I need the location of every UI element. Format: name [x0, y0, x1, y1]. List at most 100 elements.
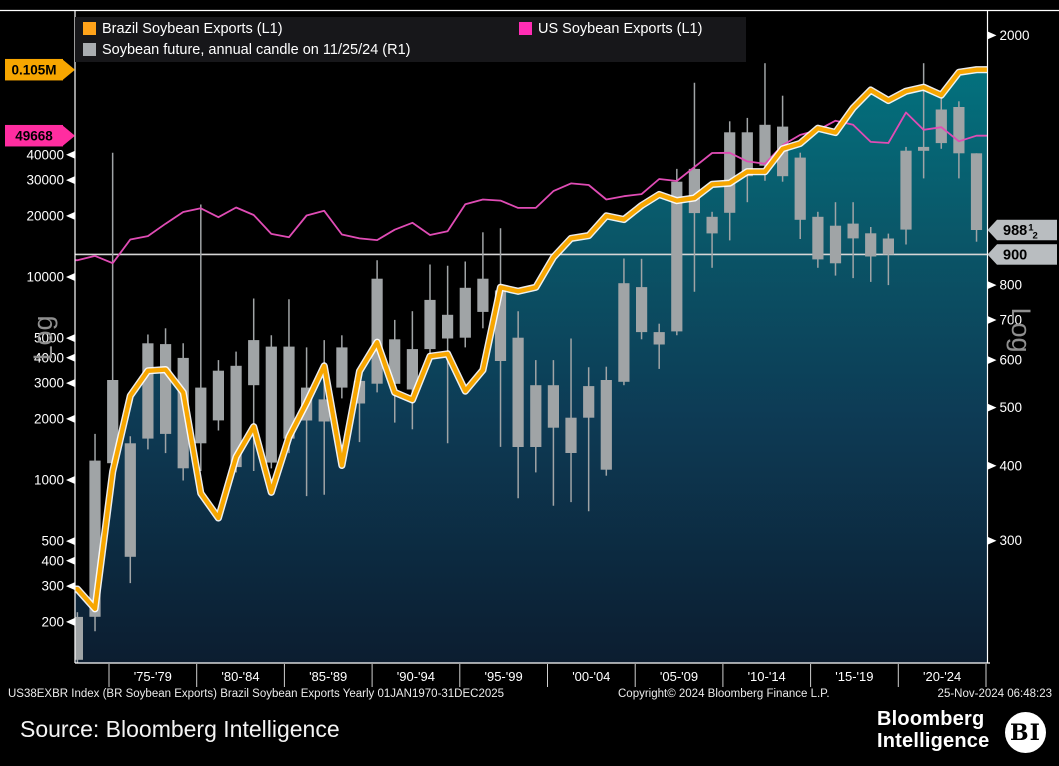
candle-body: [600, 380, 612, 470]
left-tick-icon: [66, 556, 75, 565]
candle-body: [653, 332, 665, 345]
candle-body: [565, 417, 577, 453]
brazil-last-badge-tip: [62, 58, 75, 81]
left-axis-tick-label: 2000: [34, 411, 64, 426]
candle-body: [847, 223, 859, 239]
right-axis-tick-label: 300: [1000, 533, 1023, 548]
left-axis-tick-label: 40000: [26, 147, 64, 162]
right-tick-icon: [987, 31, 997, 40]
us-exports-line: [75, 111, 988, 265]
candle-body: [706, 216, 718, 234]
future-swatch-icon: [83, 43, 96, 56]
brazil-last-badge-label: 0.105M: [11, 63, 56, 78]
left-axis-tick-label: 500: [41, 534, 64, 549]
candle-body: [160, 344, 172, 434]
chart-legend: Brazil Soybean Exports (L1) US Soybean E…: [75, 17, 746, 62]
future-close-badge-tip: [987, 219, 997, 241]
left-axis-tick-label: 30000: [26, 173, 64, 188]
candle-body: [318, 399, 330, 422]
left-axis-tick-label: 20000: [26, 208, 64, 223]
legend-label-us: US Soybean Exports (L1): [538, 21, 703, 37]
legend-item-brazil[interactable]: Brazil Soybean Exports (L1): [83, 21, 283, 37]
left-axis-tick-label: 4000: [34, 350, 64, 365]
copyright-text: Copyright© 2024 Bloomberg Finance L.P.: [618, 688, 830, 700]
legend-item-us[interactable]: US Soybean Exports (L1): [519, 21, 702, 37]
right-axis-tick-label: 400: [1000, 458, 1023, 473]
left-axis-tick-label: 400: [41, 553, 64, 568]
timestamp: 25-Nov-2024 06:48:23: [937, 688, 1052, 700]
candle-body: [583, 386, 595, 418]
right-axis-tick-label: 800: [1000, 278, 1023, 293]
candle-body: [424, 299, 436, 350]
left-tick-icon: [66, 414, 75, 423]
candle-body: [89, 460, 101, 617]
left-axis-tick-label: 200: [41, 614, 64, 629]
candle-body: [353, 380, 366, 404]
brazil-swatch-icon: [83, 22, 96, 35]
right-axis-tick-label: 700: [1000, 312, 1023, 327]
candle-body: [829, 225, 842, 264]
candle-body: [636, 287, 648, 333]
future-close-badge: [997, 219, 1057, 241]
candle-body: [406, 349, 418, 390]
candle-body: [195, 387, 207, 444]
source-caption: Source: Bloomberg Intelligence: [20, 716, 340, 742]
candle-body: [477, 278, 489, 312]
ref-line-badge-label: 900: [1003, 247, 1027, 263]
ref-line-badge-tip: [987, 244, 997, 265]
us-last-badge-tip: [62, 124, 75, 147]
candle-body: [953, 107, 965, 154]
x-axis-bucket-label: '85-'89: [309, 669, 347, 684]
candle-body: [865, 233, 877, 257]
left-tick-icon: [66, 211, 75, 220]
candle-body: [618, 283, 630, 382]
us-last-badge-label: 49668: [15, 129, 53, 144]
right-tick-icon: [987, 403, 997, 412]
instrument-descriptor: US38EXBR Index (BR Soybean Exports) Braz…: [8, 688, 505, 700]
x-axis-bucket-label: '90-'94: [397, 669, 435, 684]
candle-body: [494, 290, 507, 361]
right-tick-icon: [987, 356, 997, 365]
candle-body: [794, 157, 806, 220]
left-tick-icon: [66, 582, 75, 591]
left-tick-icon: [66, 150, 75, 159]
candle-body: [389, 339, 401, 384]
x-axis-bucket-label: '20-'24: [923, 669, 961, 684]
us-last-badge: [5, 124, 63, 147]
bloomberg-intelligence-logo: Bloomberg Intelligence: [877, 708, 989, 752]
candle-body: [724, 132, 736, 213]
candle-body: [741, 132, 753, 177]
left-tick-icon: [66, 476, 75, 484]
future-close-badge-label: 98812: [1003, 223, 1038, 242]
left-tick-icon: [66, 379, 75, 388]
candle-body: [283, 346, 295, 439]
left-axis-tick-label: 300: [41, 579, 64, 594]
left-axis-tick-label: 1000: [34, 473, 64, 488]
brazil-last-badge: [5, 58, 63, 81]
left-tick-icon: [66, 273, 75, 281]
x-axis-bucket-label: '05-'09: [660, 669, 698, 684]
candle-body: [759, 124, 771, 166]
left-tick-icon: [66, 334, 75, 343]
candle-body: [900, 150, 912, 230]
candle-body: [512, 337, 524, 447]
right-tick-icon: [987, 315, 997, 324]
right-tick-icon: [987, 536, 997, 545]
left-tick-icon: [66, 537, 75, 546]
legend-item-future[interactable]: Soybean future, annual candle on 11/25/2…: [83, 42, 410, 58]
candle-body: [970, 153, 983, 230]
x-axis-bucket-label: '10-'14: [748, 669, 786, 684]
candle-body: [442, 314, 454, 339]
candle-body: [918, 146, 930, 151]
candle-body: [671, 181, 683, 332]
candle-body: [336, 347, 348, 388]
chart-footer: US38EXBR Index (BR Soybean Exports) Braz…: [0, 688, 1059, 704]
candle-body: [142, 343, 154, 439]
candle-body: [248, 340, 260, 386]
candle-body: [230, 365, 242, 468]
right-axis-tick-label: 2000: [1000, 28, 1030, 43]
right-axis-tick-label: 500: [1000, 400, 1023, 415]
brazil-exports-line: [75, 67, 988, 611]
